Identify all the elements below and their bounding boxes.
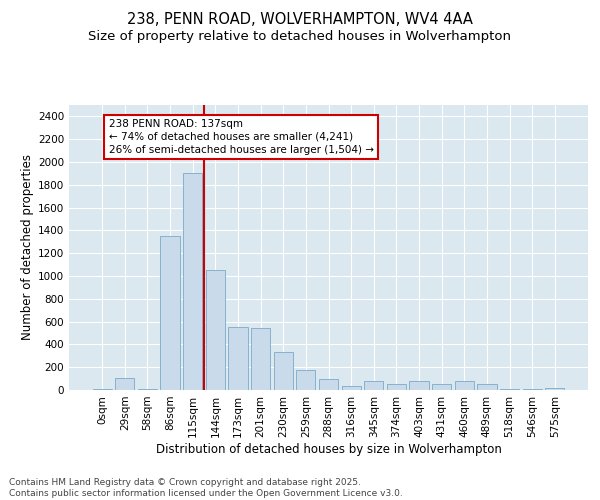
Bar [364,382,383,390]
Text: Contains HM Land Registry data © Crown copyright and database right 2025.
Contai: Contains HM Land Registry data © Crown c… [9,478,403,498]
Bar [545,388,565,390]
Text: 238, PENN ROAD, WOLVERHAMPTON, WV4 4AA: 238, PENN ROAD, WOLVERHAMPTON, WV4 4AA [127,12,473,28]
Bar [206,270,225,390]
Bar [455,382,474,390]
Bar [477,384,497,390]
Text: Size of property relative to detached houses in Wolverhampton: Size of property relative to detached ho… [89,30,511,43]
Bar [432,384,451,390]
Bar [229,328,248,390]
Bar [387,384,406,390]
Bar [251,328,270,390]
Text: 238 PENN ROAD: 137sqm
← 74% of detached houses are smaller (4,241)
26% of semi-d: 238 PENN ROAD: 137sqm ← 74% of detached … [109,118,374,155]
Bar [319,378,338,390]
Bar [296,370,316,390]
Text: Distribution of detached houses by size in Wolverhampton: Distribution of detached houses by size … [156,442,502,456]
Bar [274,352,293,390]
Y-axis label: Number of detached properties: Number of detached properties [21,154,34,340]
Bar [115,378,134,390]
Bar [183,174,202,390]
Bar [160,236,180,390]
Bar [409,382,428,390]
Bar [341,386,361,390]
